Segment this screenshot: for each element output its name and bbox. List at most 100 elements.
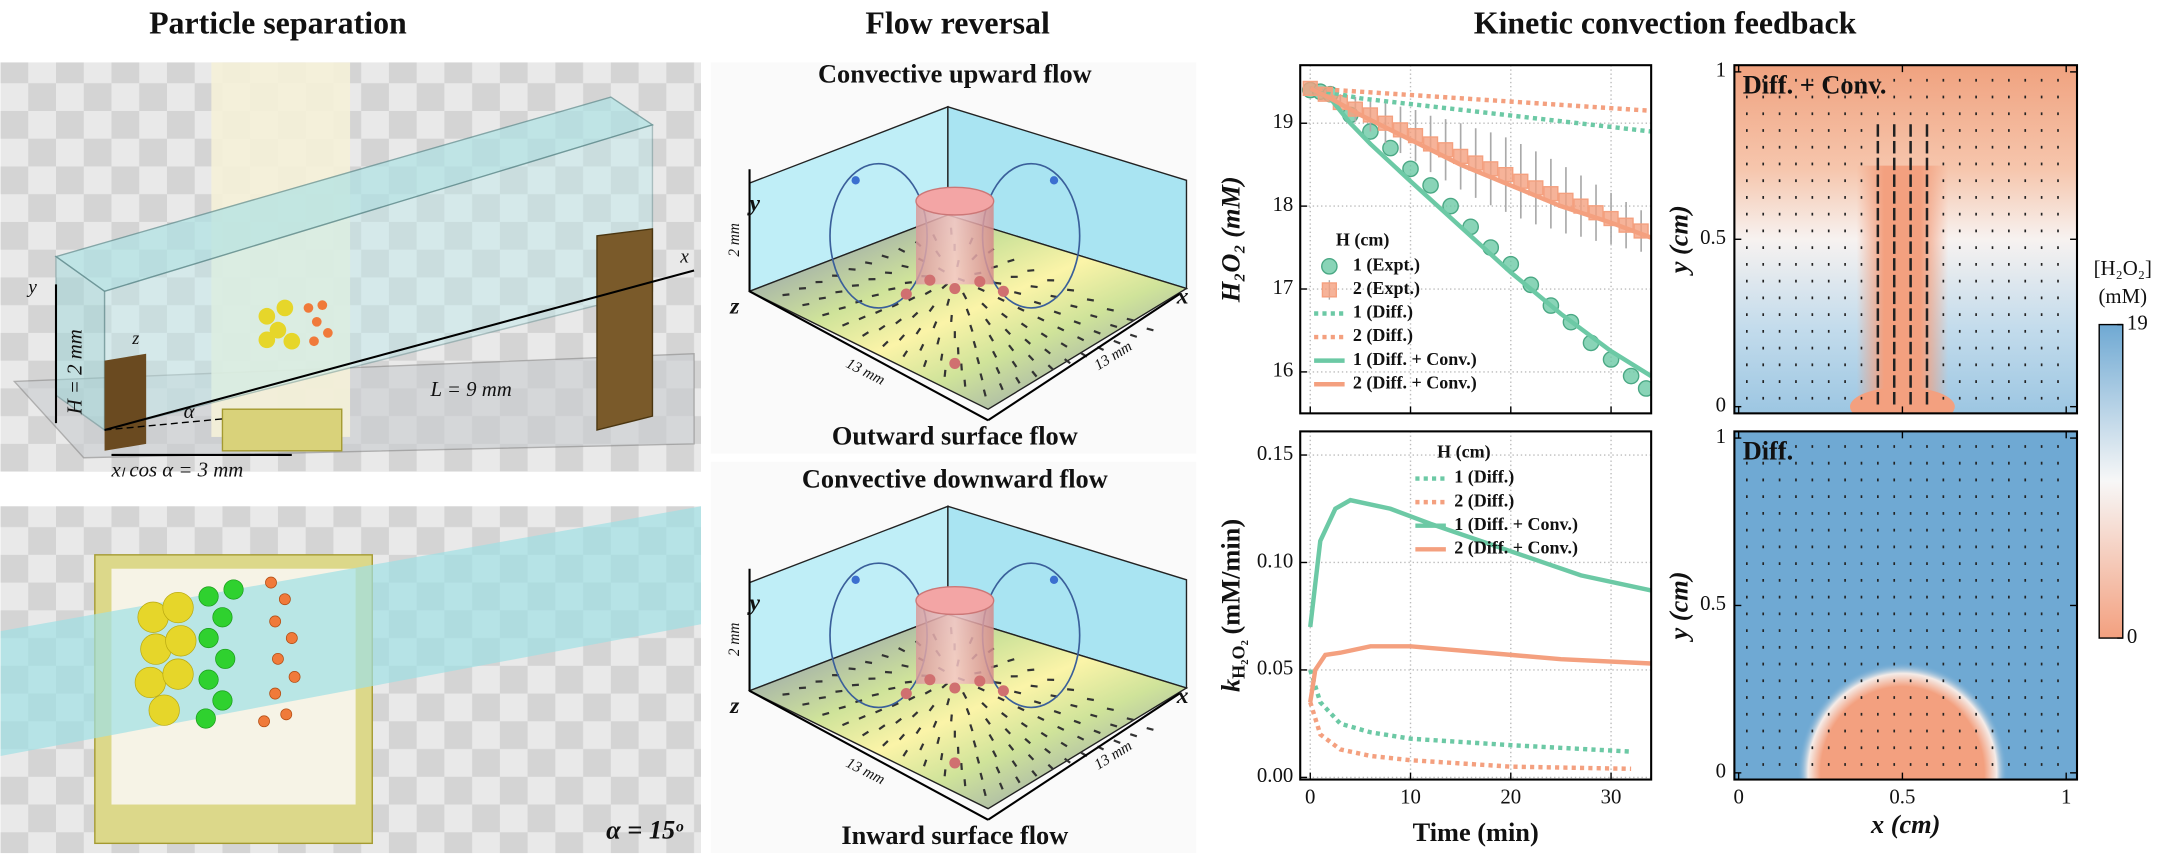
dimension: 2 mm [726, 623, 743, 656]
flow-arrow [1007, 258, 1015, 263]
flow-arrow [1037, 716, 1045, 722]
axis-letter: z [729, 693, 740, 719]
legend-label: 2 (Expt.) [1353, 278, 1420, 299]
flow-arrow [911, 711, 919, 718]
flow-arrow [1017, 706, 1025, 712]
colorbar [2098, 323, 2124, 639]
flow-arrow [822, 312, 830, 317]
flow-arrow [984, 318, 991, 326]
axis-letter: x [679, 246, 689, 267]
flow-arrow [1037, 316, 1045, 322]
flow-arrow [962, 292, 968, 300]
flow-arrow [995, 366, 1001, 375]
flow-arrow [1126, 317, 1134, 322]
flow-arrow [898, 647, 906, 653]
y-axis-label: y (cm) [1665, 205, 1694, 276]
frame [1299, 430, 1653, 781]
x-tick-label: 0.5 [1889, 786, 1915, 809]
flow-arrow [950, 314, 953, 323]
frame [1733, 430, 2079, 781]
flow-arrow [1076, 735, 1085, 741]
flow-arrow [950, 714, 953, 722]
flow-arrow [963, 379, 967, 387]
flow-arrow [1027, 269, 1035, 272]
flow-arrow [1110, 723, 1118, 728]
flow-arrow [960, 363, 963, 371]
flow-arrow [936, 736, 941, 745]
flow-arrow [982, 389, 987, 397]
legend-label: 1 (Diff.) [1353, 302, 1413, 323]
legend-label: 2 (Diff. + Conv.) [1353, 372, 1477, 393]
flow-arrow [1031, 370, 1038, 378]
panel-caption: Outward surface flow [832, 421, 1078, 450]
flow-arrow [976, 357, 981, 365]
legend-label: 1 (Diff.) [1454, 467, 1514, 488]
flow-arrow [1011, 360, 1018, 368]
flow-arrow [1024, 338, 1031, 345]
field-jet [1856, 165, 1949, 407]
render-top: x y z L = 9 mm H = 2 mm xₗ cos α = 3 mm … [0, 62, 702, 481]
flow-arrow [1066, 688, 1075, 692]
y-tick-label: 0.05 [1257, 657, 1293, 680]
heading: Particle separation [149, 6, 407, 41]
flow-arrow [997, 696, 1005, 702]
flow-arrow [1063, 757, 1071, 764]
y-tick-label: 1 [1716, 59, 1726, 82]
flow-arrow [936, 337, 941, 345]
flow-arrow [838, 705, 846, 710]
flow-arrow [865, 660, 873, 665]
flow-arrow [1106, 707, 1114, 712]
y-axis-label-unit: (mM/min) [1217, 519, 1246, 635]
flow-arrow [1090, 314, 1098, 319]
flow-arrow [1011, 760, 1018, 768]
render-bottom: α = 15ᵒ [0, 506, 702, 854]
y-tick-label: 17 [1272, 276, 1293, 299]
flow-arrow [848, 267, 856, 271]
flow-arrow [946, 698, 951, 706]
flow-arrow [992, 750, 998, 758]
x-tick-label: 20 [1500, 786, 1521, 809]
flow-arrow [1057, 725, 1065, 731]
flow-arrow [979, 373, 984, 381]
flow-arrow [1013, 690, 1022, 695]
particle [949, 757, 961, 769]
flow-arrow [972, 340, 977, 349]
flow-dot [851, 575, 860, 584]
flow-arrow [962, 691, 968, 699]
axis-letter: y [747, 191, 761, 217]
flow-arrow [1146, 327, 1154, 332]
marker [1422, 177, 1439, 194]
flow-arrow [802, 702, 810, 706]
legend-label: 1 (Diff. + Conv.) [1353, 349, 1477, 370]
flow-arrow [960, 762, 963, 771]
flow-arrow [1015, 376, 1021, 384]
flow-arrow [1004, 328, 1011, 336]
flow-arrow [1017, 306, 1025, 312]
y-tick-label: 18 [1272, 193, 1293, 216]
flow-arrow [994, 681, 1002, 685]
flow-arrow [841, 721, 850, 727]
x-tick-label: 30 [1601, 786, 1622, 809]
colorbar-tick-label: 0 [2127, 625, 2137, 648]
flow-arrow [888, 287, 896, 291]
flow-arrow [1057, 326, 1065, 332]
y-axis-label: kH₂O₂ (mM/min) [1217, 519, 1249, 692]
heading: Flow reversal [865, 6, 1050, 41]
y-axis-label: y (cm) [1665, 571, 1694, 642]
flow-arrow [1001, 312, 1008, 319]
flow-arrow [932, 720, 938, 728]
series-layer [1301, 80, 1652, 397]
flow-arrow [904, 680, 912, 684]
y-tick-label: 0.10 [1257, 549, 1293, 572]
flow-arrow [891, 302, 899, 308]
flow-arrow [802, 302, 810, 307]
flow-arrow [881, 254, 889, 259]
flow-arrow [1030, 285, 1038, 289]
flow-arrow [995, 766, 1001, 774]
flow-arrow [1090, 713, 1098, 718]
flow-arrow [1073, 320, 1081, 325]
flow-arrow [861, 730, 870, 737]
annotation: Diff. [1743, 437, 1793, 466]
